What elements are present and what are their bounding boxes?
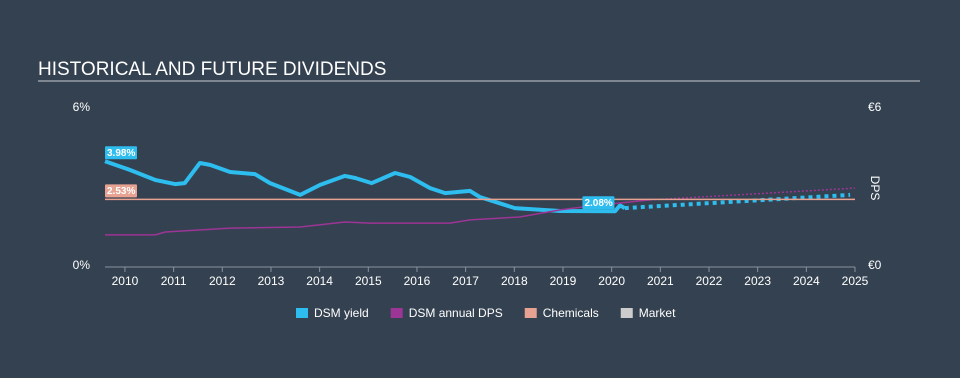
data-label-box — [105, 184, 137, 198]
x-tick-label: 2020 — [598, 274, 625, 288]
x-tick-label: 2010 — [112, 274, 139, 288]
x-tick-label: 2021 — [647, 274, 674, 288]
legend-label: DSM yield — [314, 306, 369, 320]
legend-swatch — [620, 308, 633, 318]
x-tick-label: 2018 — [501, 274, 528, 288]
data-label: 3.98% — [105, 146, 137, 160]
forecast-line — [650, 187, 856, 201]
x-tick-label: 2024 — [793, 274, 820, 288]
x-tick-label: 2019 — [550, 274, 577, 288]
data-label: 2.53% — [105, 184, 137, 198]
data-label-text: 2.08% — [584, 198, 612, 209]
data-label-box — [582, 196, 615, 210]
legend-swatch — [390, 308, 403, 318]
x-tick-label: 2016 — [404, 274, 431, 288]
x-tick-label: 2012 — [209, 274, 236, 288]
x-tick-label: 2017 — [452, 274, 479, 288]
y-tick-label: 0% — [73, 258, 91, 272]
chart-title: HISTORICAL AND FUTURE DIVIDENDS — [38, 59, 386, 80]
x-tick-label: 2023 — [744, 274, 771, 288]
x-tick-label: 2014 — [306, 274, 333, 288]
legend-label: DSM annual DPS — [409, 306, 503, 320]
x-tick-label: 2011 — [161, 274, 187, 288]
forecast-line — [624, 192, 851, 211]
x-tick-label: 2025 — [842, 274, 869, 288]
data-label-text: 3.98% — [107, 148, 135, 159]
y-tick-label: 6% — [73, 100, 91, 114]
x-tick-label: 2015 — [355, 274, 382, 288]
x-tick-label: 2013 — [258, 274, 285, 288]
data-label: 2.08% — [582, 196, 615, 210]
y2-tick-label: €6 — [868, 100, 882, 114]
data-label-text: 2.53% — [107, 186, 135, 197]
series-line — [105, 199, 651, 236]
legend-label: Market — [639, 306, 676, 320]
legend-label: Chemicals — [543, 306, 599, 320]
data-label-box — [105, 146, 137, 160]
legend-swatch — [296, 308, 308, 318]
legend-swatch — [524, 308, 537, 318]
y2-tick-label: €0 — [868, 258, 882, 272]
y2-axis-label: DPS — [868, 176, 882, 201]
series-line — [104, 159, 626, 214]
x-tick-label: 2022 — [696, 274, 723, 288]
